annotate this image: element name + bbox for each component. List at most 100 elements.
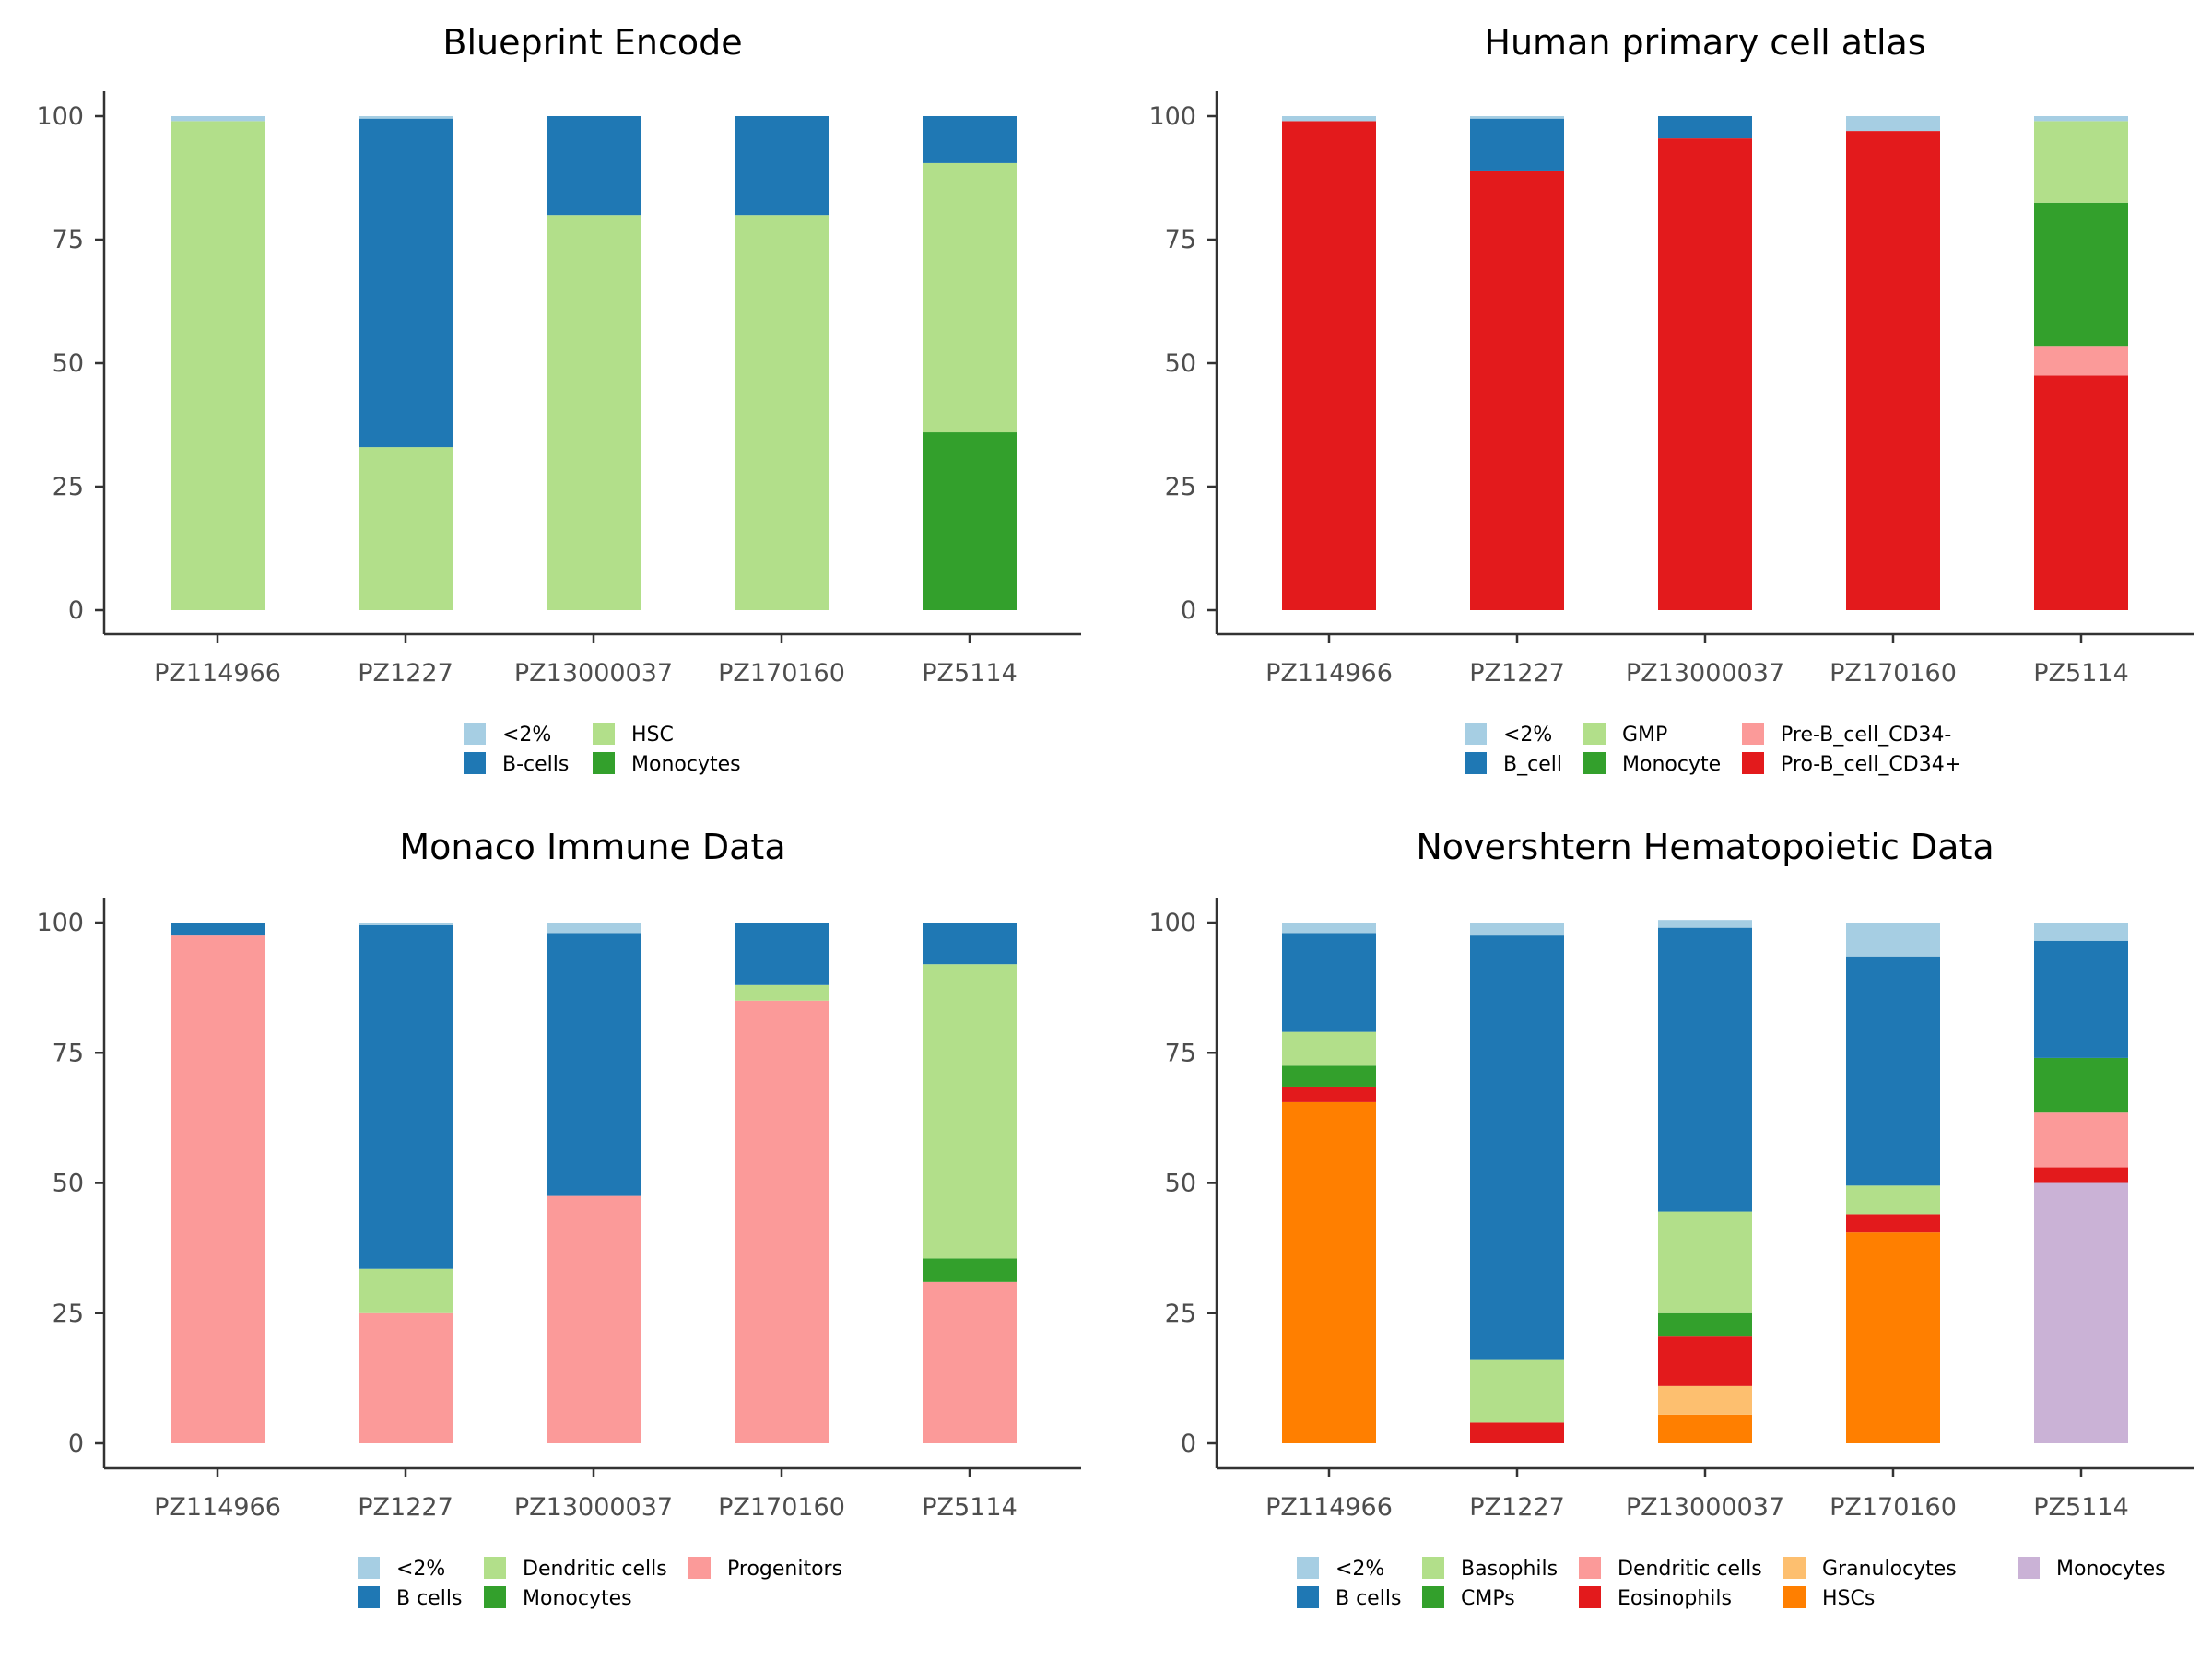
y-tick-label: 75: [1165, 1039, 1196, 1067]
bar-segment-pz5114-b-cells: [923, 116, 1017, 163]
y-tick-label: 25: [1165, 473, 1196, 501]
x-tick-label: PZ114966: [1265, 1493, 1393, 1522]
panel-blueprint-encode: Blueprint Encode 0 25 50 75 100 PZ114966 PZ122…: [36, 22, 1081, 776]
bar-segment-pz114966-2: [1282, 116, 1376, 122]
x-tick-label: PZ13000037: [514, 1493, 673, 1522]
bar-segment-pz1227-eosinophils: [1470, 1422, 1564, 1443]
bar-segment-pz5114-eosinophils: [2034, 1167, 2128, 1183]
bar-segment-pz1227-2: [359, 923, 453, 925]
legend-label: Monocyte: [1622, 753, 1721, 776]
legend-label: Granulocytes: [1822, 1558, 1957, 1581]
x-tick-label: PZ114966: [1265, 659, 1393, 688]
legend-swatch-gmp: [1583, 723, 1606, 745]
legend-label: Eosinophils: [1618, 1587, 1732, 1610]
bar-segment-pz170160-hscs: [1846, 1232, 1940, 1443]
bar-segment-pz170160-pro-b-cell-cd34: [1846, 131, 1940, 610]
bar-segment-pz1227-b-cells: [359, 924, 453, 1269]
x-tick-label: PZ1227: [358, 1493, 453, 1522]
legend-swatch-hsc: [593, 723, 615, 745]
x-tick-label: PZ170160: [718, 1493, 845, 1522]
bar-segment-pz5114-gmp: [2034, 121, 2128, 203]
legend-label: Monocytes: [2056, 1558, 2166, 1581]
bar-segment-pz5114-hsc: [923, 162, 1017, 433]
bar-segment-pz170160-b-cells: [735, 923, 829, 985]
y-tick-label: 75: [53, 1039, 84, 1067]
bar-segment-pz5114-cmps: [2034, 1057, 2128, 1113]
y-tick-label: 50: [1165, 1170, 1196, 1198]
bar-segment-pz5114-2: [2034, 116, 2128, 122]
x-tick-label: PZ13000037: [1626, 1493, 1784, 1522]
legend-swatch-granulocytes: [1783, 1557, 1806, 1579]
bar-segment-pz5114-b-cells: [2034, 940, 2128, 1058]
legend-swatch-progenitors: [688, 1557, 711, 1579]
y-tick-label: 0: [68, 1430, 84, 1458]
panel-title: Human primary cell atlas: [1484, 22, 1925, 63]
bar-segment-pz13000037-hscs: [1658, 1414, 1752, 1443]
y-tick-label: 25: [1165, 1300, 1196, 1328]
legend-label: Dendritic cells: [1618, 1558, 1762, 1581]
bar-segment-pz13000037-b-cells: [547, 116, 641, 216]
bar-segment-pz5114-pro-b-cell-cd34: [2034, 375, 2128, 610]
y-tick-label: 100: [1148, 909, 1196, 937]
bar-segment-pz170160-eosinophils: [1846, 1214, 1940, 1233]
legend-swatch-dendritic-cells: [484, 1557, 506, 1579]
bar-segment-pz13000037-granulocytes: [1658, 1385, 1752, 1415]
x-tick-label: PZ170160: [1830, 1493, 1957, 1522]
legend-swatch-basophils: [1422, 1557, 1444, 1579]
bar-segment-pz5114-monocytes: [923, 1258, 1017, 1282]
bar-segment-pz170160-dendritic-cells: [735, 984, 829, 1001]
panel-novershtern-hematopoietic-data: Novershtern Hematopoietic Data 0 25 50 75 10…: [1148, 827, 2194, 1610]
bar-segment-pz114966-cmps: [1282, 1065, 1376, 1087]
bar-segment-pz1227-b-cell: [1470, 118, 1564, 171]
x-tick-label: PZ1227: [358, 659, 453, 688]
legend-swatch-monocytes: [593, 752, 615, 774]
y-tick-label: 50: [53, 349, 84, 378]
bar-segment-pz1227-basophils: [1470, 1359, 1564, 1423]
legend-swatch-monocytes: [2018, 1557, 2040, 1579]
bar-segment-pz114966-basophils: [1282, 1031, 1376, 1066]
legend-label: Monocytes: [631, 753, 741, 776]
legend-label: <2%: [1335, 1558, 1384, 1581]
bar-segment-pz170160-b-cells: [735, 116, 829, 216]
x-tick-label: PZ5114: [922, 1493, 1018, 1522]
legend-label: HSCs: [1822, 1587, 1875, 1610]
legend-swatch-2: [464, 723, 486, 745]
bar-segment-pz114966-b-cells: [1282, 933, 1376, 1032]
y-tick-label: 0: [1181, 1430, 1196, 1458]
bar-segment-pz170160-basophils: [1846, 1185, 1940, 1215]
bar-segment-pz13000037-hsc: [547, 215, 641, 610]
bar-segment-pz1227-2: [359, 116, 453, 119]
y-tick-label: 25: [53, 473, 84, 501]
bar-segment-pz13000037-b-cells: [1658, 927, 1752, 1212]
bar-segment-pz5114-dendritic-cells: [923, 964, 1017, 1259]
bar-segment-pz5114-progenitors: [923, 1281, 1017, 1443]
bar-segment-pz5114-monocyte: [2034, 202, 2128, 347]
legend-swatch-2: [1297, 1557, 1319, 1579]
y-tick-label: 25: [53, 1300, 84, 1328]
legend-label: <2%: [1503, 724, 1552, 747]
bar-segment-pz1227-2: [1470, 116, 1564, 119]
legend-swatch-monocytes: [484, 1586, 506, 1608]
bar-segment-pz5114-monocytes: [2034, 1182, 2128, 1443]
bar-segment-pz1227-progenitors: [359, 1312, 453, 1443]
bar-segment-pz13000037-b-cells: [547, 933, 641, 1196]
legend-swatch-b-cells: [464, 752, 486, 774]
bar-segment-pz170160-progenitors: [735, 1000, 829, 1443]
bar-segment-pz13000037-progenitors: [547, 1195, 641, 1443]
bar-segment-pz5114-monocytes: [923, 432, 1017, 610]
bar-segment-pz114966-progenitors: [171, 935, 265, 1443]
bar-segment-pz5114-dendritic-cells: [2034, 1112, 2128, 1168]
y-tick-label: 100: [1148, 102, 1196, 131]
bar-segment-pz13000037-b-cell: [1658, 116, 1752, 139]
bar-segment-pz13000037-basophils: [1658, 1211, 1752, 1313]
legend-label: Pro-B_cell_CD34+: [1781, 753, 1961, 776]
x-tick-label: PZ170160: [718, 659, 845, 688]
legend-swatch-pre-b-cell-cd34: [1742, 723, 1764, 745]
panel-title: Monaco Immune Data: [399, 827, 785, 867]
bar-segment-pz13000037-eosinophils: [1658, 1336, 1752, 1386]
y-tick-label: 0: [1181, 596, 1196, 625]
legend-label: Dendritic cells: [523, 1558, 667, 1581]
legend-swatch-pro-b-cell-cd34: [1742, 752, 1764, 774]
legend-swatch-eosinophils: [1579, 1586, 1601, 1608]
